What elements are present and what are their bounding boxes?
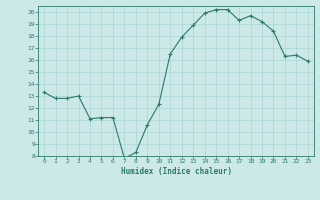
- X-axis label: Humidex (Indice chaleur): Humidex (Indice chaleur): [121, 167, 231, 176]
